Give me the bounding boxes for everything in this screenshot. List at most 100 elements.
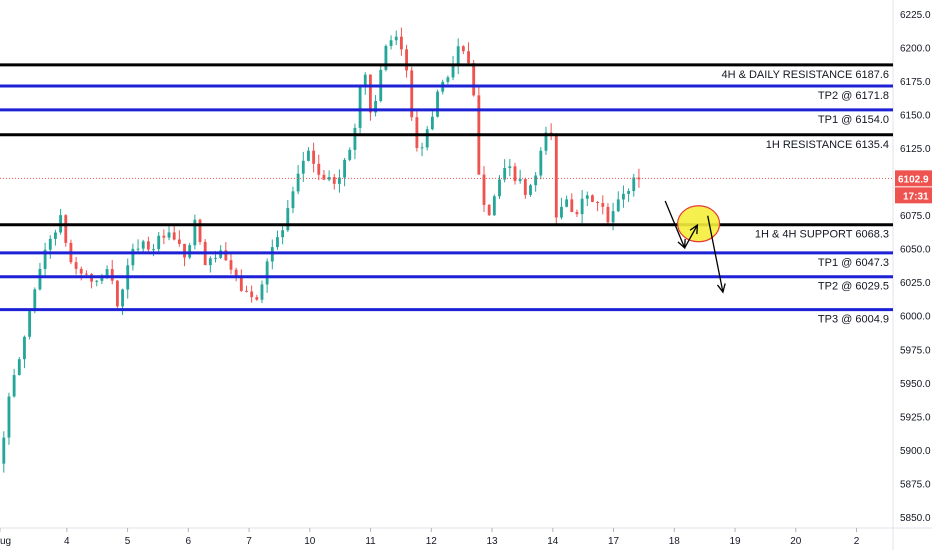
y-tick-label: 5950.0 — [900, 379, 931, 390]
x-tick-label: ug — [0, 536, 11, 547]
x-tick-label: 2 — [854, 536, 860, 547]
candle-body — [229, 260, 233, 270]
candle-body — [472, 63, 476, 96]
candle-body — [492, 196, 496, 216]
candle-body — [389, 40, 393, 46]
y-tick-label: 6200.0 — [900, 44, 931, 55]
candle-body — [296, 173, 300, 192]
candle-body — [33, 289, 37, 312]
level-label: TP1 @ 6047.3 — [818, 257, 889, 269]
candle-body — [105, 269, 109, 278]
candle-body — [74, 262, 78, 269]
candle-body — [420, 147, 424, 149]
y-tick-label: 5875.0 — [900, 479, 931, 490]
candle-body — [265, 261, 269, 285]
candle-body — [596, 201, 600, 204]
y-tick-label: 6225.0 — [900, 10, 931, 21]
candle-body — [456, 46, 460, 65]
candle-body — [281, 230, 285, 238]
candle-body — [529, 185, 532, 195]
candle-body — [177, 239, 181, 244]
candle-body — [523, 179, 527, 195]
candle-body — [508, 166, 512, 169]
candle-body — [7, 396, 11, 438]
x-tick-label: 7 — [246, 536, 252, 547]
projection-arrow-head — [689, 223, 699, 235]
y-tick-label: 6075.0 — [900, 211, 931, 222]
y-tick-label: 6050.0 — [900, 245, 931, 256]
candle-body — [38, 268, 42, 290]
y-tick-label: 5900.0 — [900, 446, 931, 457]
candle-body — [518, 179, 522, 182]
y-tick-label: 5925.0 — [900, 412, 931, 423]
candle-body — [363, 74, 367, 87]
candle-body — [560, 206, 563, 218]
candle-body — [301, 160, 305, 174]
y-tick-label: 6025.0 — [900, 278, 931, 289]
candle-body — [539, 150, 543, 176]
level-label: 1H & 4H SUPPORT 6068.3 — [755, 229, 889, 241]
projection-arrow-line — [664, 200, 686, 249]
candle-body — [255, 297, 259, 300]
x-tick-label: 6 — [186, 536, 192, 547]
candle-body — [136, 248, 140, 250]
y-tick-label: 6125.0 — [900, 144, 931, 155]
candle-body — [374, 100, 377, 113]
candle-body — [317, 163, 321, 175]
candle-body — [394, 36, 398, 41]
candle-body — [2, 437, 6, 464]
y-tick-label: 6000.0 — [900, 312, 931, 323]
candle-body — [307, 150, 310, 161]
candle-body — [245, 290, 248, 292]
y-tick-label: 6150.0 — [900, 111, 931, 122]
projection-arrow-head — [716, 283, 726, 294]
candle-body — [43, 249, 47, 269]
y-tick-label: 5975.0 — [900, 345, 931, 356]
candle-body — [343, 159, 347, 178]
candle-body — [513, 166, 517, 182]
candle-body — [250, 291, 254, 298]
candle-body — [234, 269, 238, 276]
candle-body — [131, 248, 135, 266]
x-tick-label: 5 — [125, 536, 131, 547]
candle-body — [332, 177, 336, 184]
candle-body — [585, 195, 589, 199]
candle-body — [637, 177, 641, 180]
level-label: 4H & DAILY RESISTANCE 6187.6 — [721, 69, 889, 81]
level-label: TP1 @ 6154.0 — [818, 114, 889, 126]
candle-body — [482, 174, 486, 205]
candle-body — [487, 204, 491, 216]
candle-body — [54, 232, 57, 239]
x-tick-label: 10 — [304, 536, 316, 547]
candle-body — [611, 211, 615, 223]
candle-body — [616, 199, 620, 212]
candle-body — [622, 193, 625, 200]
candle-body — [503, 168, 507, 180]
candle-body — [28, 311, 32, 337]
x-tick-label: 20 — [790, 536, 802, 547]
candle-body — [627, 191, 631, 194]
candle-body — [167, 232, 171, 238]
candle-body — [580, 198, 584, 215]
y-tick-label: 5850.0 — [900, 513, 931, 524]
level-label: TP3 @ 6004.9 — [818, 314, 889, 326]
candle-body — [152, 249, 155, 251]
candle-body — [415, 117, 419, 148]
x-tick-label: 11 — [365, 536, 376, 547]
candle-body — [410, 70, 414, 118]
candle-body — [565, 199, 569, 207]
candle-body — [430, 116, 434, 130]
candle-body — [570, 199, 574, 213]
candle-body — [446, 77, 450, 82]
candle-body — [544, 132, 548, 151]
candle-body — [48, 238, 52, 250]
candle-body — [461, 46, 465, 52]
current-price-badge — [895, 170, 932, 187]
candle-body — [157, 235, 161, 250]
candle-body — [384, 45, 388, 70]
countdown-value: 17:31 — [903, 191, 929, 202]
x-tick-label: 14 — [547, 536, 559, 547]
projection-arrow-line — [707, 215, 724, 293]
